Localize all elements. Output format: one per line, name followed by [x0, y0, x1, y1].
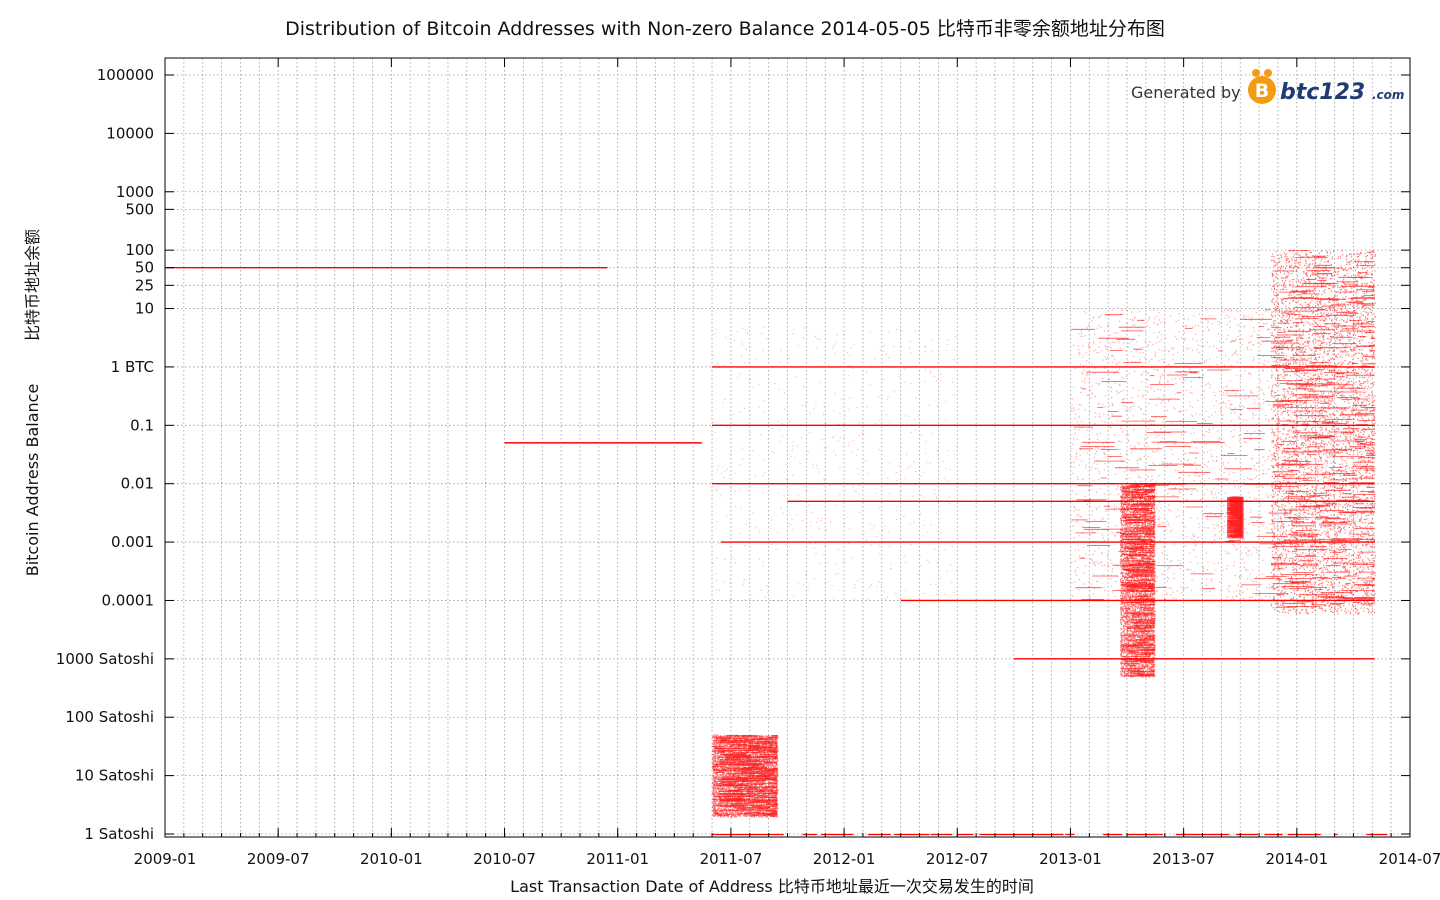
x-tick-label: 2011-01 [586, 850, 649, 868]
y-tick-label: 50 [135, 259, 154, 277]
scatter-region [1226, 496, 1244, 539]
scatter-region [712, 734, 779, 818]
x-tick-label: 2009-07 [247, 850, 310, 868]
plot-frame [164, 57, 1411, 838]
scatter-region [1270, 250, 1376, 615]
x-tick-label: 2013-07 [1152, 850, 1215, 868]
scatter-points [712, 326, 957, 602]
watermark: Generated by B btc123 .com [1131, 69, 1404, 105]
logo-letter: B [1255, 80, 1269, 102]
y-tick-label: 100000 [97, 66, 154, 84]
x-axis-label: Last Transaction Date of Address 比特币地址最近… [510, 877, 1034, 896]
x-tick-label: 2010-01 [360, 850, 423, 868]
y-tick-label: 10 Satoshi [75, 767, 154, 785]
watermark-suffix: .com [1372, 88, 1404, 102]
bitcoin-logo-icon [1248, 76, 1276, 104]
y-tick-label: 10000 [106, 124, 154, 142]
logo-ear-icon [1264, 69, 1272, 77]
y-tick-label: 1 BTC [111, 358, 154, 376]
x-tick-label: 2010-07 [473, 850, 536, 868]
y-tick-label: 1 Satoshi [84, 825, 154, 843]
x-tick-label: 2012-01 [813, 850, 876, 868]
plot-area [166, 250, 1388, 836]
watermark-brand: btc123 [1280, 80, 1365, 105]
scatter-streaks [1271, 250, 1375, 608]
scatter-streaks [1226, 496, 1243, 538]
scatter-region [1070, 308, 1376, 602]
scatter-region [712, 326, 957, 602]
y-tick-label: 1000 Satoshi [56, 650, 154, 668]
y-tick-label: 500 [125, 200, 154, 218]
y-tick-label: 0.1 [130, 416, 154, 434]
y-tick-label: 100 [125, 241, 154, 259]
y-tick-label: 1000 [116, 183, 154, 201]
scatter-streaks [712, 734, 778, 817]
y-tick-label: 25 [135, 276, 154, 294]
x-tick-label: 2013-01 [1039, 850, 1102, 868]
x-tick-label: 2014-01 [1265, 850, 1328, 868]
grid [164, 58, 1411, 837]
y-tick-label: 100 Satoshi [65, 708, 154, 726]
y-axis-label-zh: 比特币地址余额 [23, 229, 42, 341]
logo-ear-icon [1252, 69, 1260, 77]
y-tick-label: 0.0001 [102, 591, 155, 609]
scatter-points [1270, 250, 1376, 615]
chart-title: Distribution of Bitcoin Addresses with N… [285, 18, 1165, 40]
y-axis-label-en: Bitcoin Address Balance [23, 384, 42, 577]
y-tick-label: 0.01 [121, 475, 154, 493]
x-tick-label: 2012-07 [926, 850, 989, 868]
y-tick-label: 0.001 [111, 533, 154, 551]
watermark-prefix: Generated by [1131, 83, 1241, 102]
x-tick-label: 2009-01 [134, 850, 197, 868]
scatter-region [1119, 483, 1156, 678]
y-tick-label: 10 [135, 300, 154, 318]
scatter-streaks [1120, 484, 1155, 677]
x-tick-label: 2014-07 [1379, 850, 1440, 868]
x-tick-label: 2011-07 [700, 850, 763, 868]
